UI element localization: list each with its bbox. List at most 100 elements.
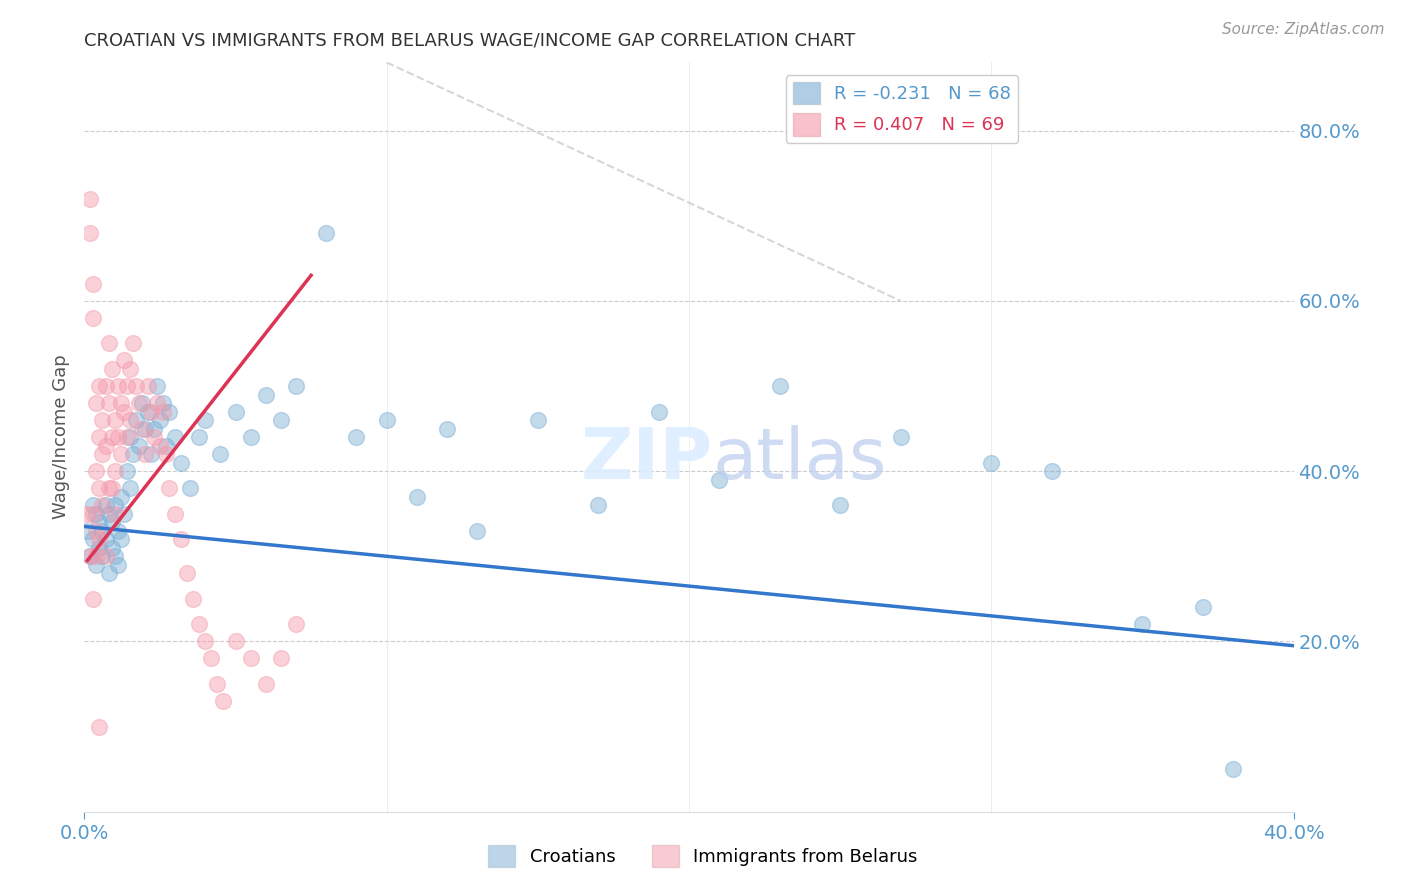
Point [89,541,111,555]
Point [170,456,193,470]
Point [209,447,232,461]
Point [270,413,292,427]
Point [104,498,127,512]
Point [86,507,108,521]
Point [86,464,108,478]
Point [200,651,222,665]
Point [97,507,120,521]
Point [79,549,101,564]
Point [125,379,148,393]
Point [207,677,229,691]
Point [194,634,217,648]
Point [100,430,122,444]
Y-axis label: Wage/Income Gap: Wage/Income Gap [52,355,70,519]
Text: Source: ZipAtlas.com: Source: ZipAtlas.com [1222,22,1385,37]
Point [131,421,153,435]
Text: ZIP: ZIP [581,425,713,494]
Point [588,498,610,512]
Point [239,430,262,444]
Point [131,396,153,410]
Point [118,481,141,495]
Point [100,541,122,555]
Point [91,549,114,564]
Point [155,447,177,461]
Text: CROATIAN VS IMMIGRANTS FROM BELARUS WAGE/INCOME GAP CORRELATION CHART: CROATIAN VS IMMIGRANTS FROM BELARUS WAGE… [84,32,856,50]
Point [648,404,671,418]
Point [179,481,201,495]
Point [121,447,143,461]
Point [94,498,117,512]
Point [91,447,114,461]
Point [86,549,108,564]
Point [1192,600,1215,615]
Point [139,404,162,418]
Point [225,634,247,648]
Point [104,464,127,478]
Point [436,421,458,435]
Point [110,533,132,547]
Point [104,507,127,521]
Point [97,481,120,495]
Point [86,558,108,572]
Point [107,524,129,538]
Point [112,404,135,418]
Point [118,362,141,376]
Point [86,396,108,410]
Point [107,379,129,393]
Point [118,413,141,427]
Point [225,404,247,418]
Point [254,677,277,691]
Point [76,507,98,521]
Point [152,404,174,418]
Point [100,362,122,376]
Point [86,524,108,538]
Point [79,549,101,564]
Point [142,430,165,444]
Point [89,720,111,734]
Point [170,533,193,547]
Point [136,379,159,393]
Point [146,396,169,410]
Point [100,481,122,495]
Legend: Croatians, Immigrants from Belarus: Croatians, Immigrants from Belarus [481,838,925,874]
Point [176,566,198,581]
Point [165,507,187,521]
Point [79,192,101,206]
Point [89,379,111,393]
Point [157,481,180,495]
Point [134,421,156,435]
Point [76,524,98,538]
Point [769,379,792,393]
Point [91,524,114,538]
Point [709,473,731,487]
Point [115,464,138,478]
Point [82,591,104,606]
Point [181,591,204,606]
Point [139,447,162,461]
Point [104,549,127,564]
Point [239,651,262,665]
Point [112,353,135,368]
Point [110,396,132,410]
Point [82,498,104,512]
Point [254,387,277,401]
Point [1040,464,1063,478]
Point [188,430,211,444]
Point [1130,617,1153,632]
Point [212,694,235,708]
Point [346,430,368,444]
Text: atlas: atlas [713,425,887,494]
Point [107,558,129,572]
Point [188,617,211,632]
Point [146,379,169,393]
Point [128,439,150,453]
Point [285,379,308,393]
Point [128,396,150,410]
Point [94,549,117,564]
Legend: R = -0.231   N = 68, R = 0.407   N = 69: R = -0.231 N = 68, R = 0.407 N = 69 [786,75,1018,143]
Point [136,404,159,418]
Point [82,310,104,325]
Point [89,533,111,547]
Point [97,566,120,581]
Point [94,533,117,547]
